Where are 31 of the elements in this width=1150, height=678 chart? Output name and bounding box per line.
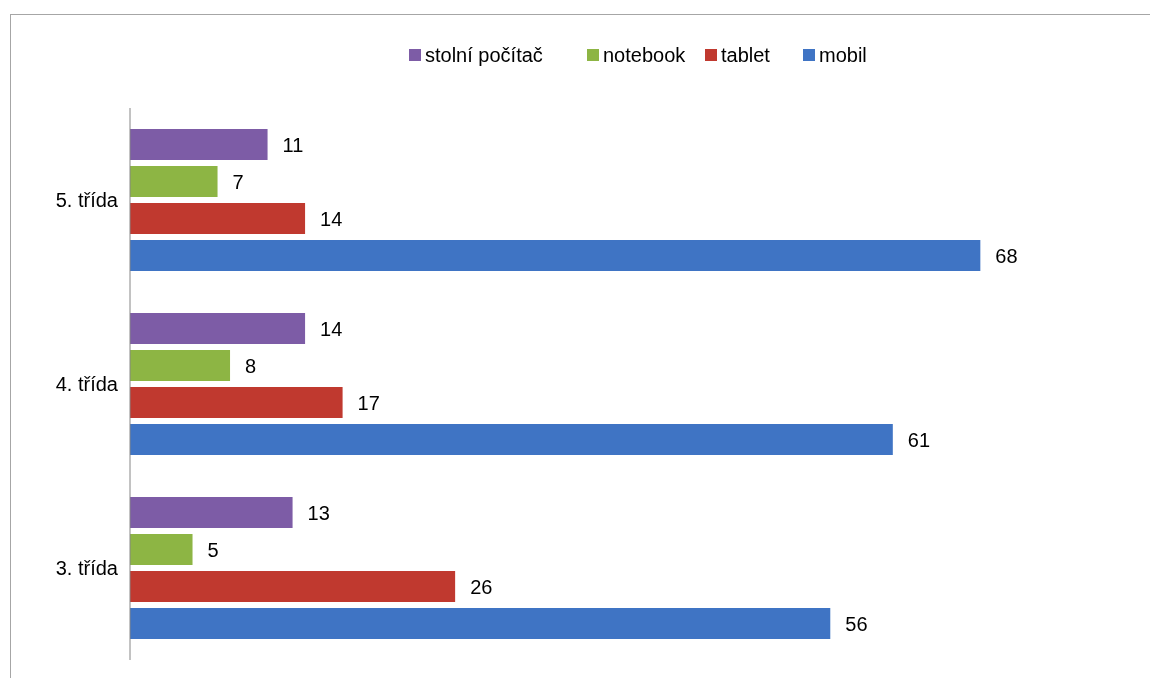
data-label: 56 bbox=[845, 612, 868, 635]
data-label: 61 bbox=[907, 428, 931, 451]
data-label: 7 bbox=[232, 170, 244, 193]
data-label: 13 bbox=[307, 501, 330, 524]
legend-label: tablet bbox=[721, 44, 771, 66]
bar bbox=[130, 313, 306, 344]
y-tick-label: 3. třída bbox=[55, 557, 119, 579]
bar bbox=[130, 203, 306, 234]
data-label: 5 bbox=[207, 538, 219, 561]
data-label: 8 bbox=[245, 354, 257, 377]
bar bbox=[130, 497, 293, 528]
bar bbox=[130, 608, 831, 639]
data-label: 14 bbox=[320, 317, 343, 340]
bar bbox=[130, 534, 193, 565]
data-label: 17 bbox=[357, 391, 380, 414]
data-label: 11 bbox=[282, 133, 304, 156]
bar bbox=[130, 350, 231, 381]
data-label: 68 bbox=[995, 244, 1018, 267]
data-label: 14 bbox=[320, 207, 343, 230]
bar bbox=[130, 571, 456, 602]
bar bbox=[130, 387, 343, 418]
bar bbox=[130, 424, 893, 455]
legend-label: stolní počítač bbox=[425, 44, 543, 66]
bar bbox=[130, 166, 218, 197]
legend-label: mobil bbox=[819, 44, 867, 66]
legend-label: notebook bbox=[603, 44, 687, 66]
y-tick-label: 5. třída bbox=[55, 189, 119, 211]
bar bbox=[130, 129, 268, 160]
bar bbox=[130, 240, 981, 271]
data-label: 26 bbox=[470, 575, 493, 598]
y-tick-label: 4. třída bbox=[55, 373, 119, 395]
